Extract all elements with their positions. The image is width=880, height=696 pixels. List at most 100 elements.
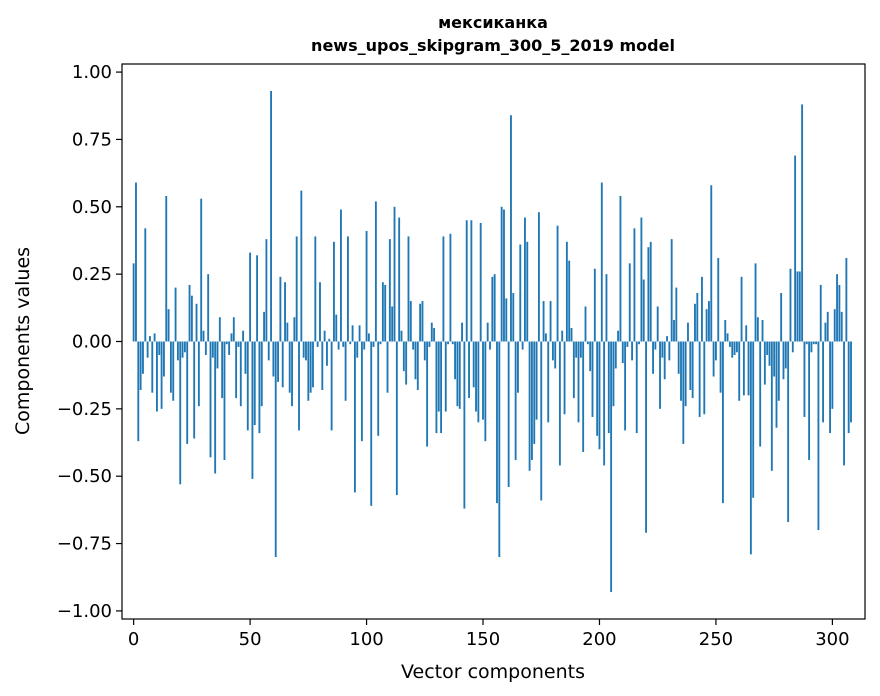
bar — [437, 341, 440, 412]
bar — [708, 301, 710, 342]
bar — [374, 201, 377, 342]
bar — [649, 241, 652, 342]
bar — [582, 341, 585, 452]
bar — [340, 209, 342, 342]
bar — [666, 336, 668, 342]
bar — [589, 341, 592, 372]
bar — [745, 325, 748, 342]
bar — [195, 303, 198, 342]
bar — [491, 276, 494, 342]
bar — [726, 333, 729, 342]
bar — [617, 330, 620, 342]
bar — [724, 319, 727, 342]
bar — [249, 252, 252, 342]
bar — [698, 341, 701, 417]
bar — [458, 341, 461, 409]
bar — [258, 341, 261, 434]
bar — [577, 341, 580, 423]
bar — [430, 322, 433, 342]
x-tick-label: 100 — [349, 629, 383, 650]
bar — [358, 325, 361, 342]
bar — [817, 341, 820, 531]
bar — [696, 293, 699, 342]
bar — [747, 341, 750, 396]
bar — [680, 341, 682, 401]
bar — [789, 268, 792, 342]
bar — [484, 341, 487, 442]
bar — [216, 341, 219, 369]
bar — [766, 341, 769, 355]
y-axis-label: Components values — [12, 247, 34, 435]
bar — [447, 341, 450, 345]
bar — [701, 276, 703, 342]
bar — [398, 217, 401, 342]
bar — [738, 341, 741, 401]
bar — [323, 330, 326, 342]
bar — [544, 333, 547, 342]
bar — [850, 341, 852, 423]
x-tick-label: 300 — [815, 629, 849, 650]
bar — [132, 263, 135, 342]
bar — [742, 341, 745, 396]
bar — [689, 341, 692, 390]
bar — [279, 276, 282, 342]
bar — [223, 341, 226, 461]
bar — [367, 333, 370, 342]
bar — [319, 282, 321, 342]
bar — [507, 341, 510, 487]
bar — [563, 341, 566, 415]
bar — [829, 341, 831, 434]
bar — [533, 341, 536, 444]
bar — [628, 263, 631, 342]
bar — [675, 287, 678, 342]
bar — [715, 341, 717, 361]
bar — [295, 236, 298, 342]
bar — [549, 301, 552, 342]
bar — [228, 341, 231, 355]
bar — [561, 330, 564, 342]
bar — [482, 341, 484, 420]
bar — [635, 341, 638, 434]
bar — [770, 341, 773, 471]
bar — [388, 239, 391, 342]
bar — [654, 341, 657, 350]
bar — [351, 325, 354, 342]
bar — [274, 341, 277, 558]
bar — [486, 322, 489, 342]
bar — [172, 341, 175, 401]
bar — [596, 341, 599, 436]
bar — [277, 341, 279, 382]
bar — [260, 341, 263, 407]
bar — [833, 309, 836, 342]
bar — [810, 341, 813, 353]
bar — [402, 341, 405, 372]
y-tick-label: 0.00 — [72, 332, 112, 353]
bar — [554, 341, 557, 369]
bar — [162, 341, 165, 377]
bar — [202, 330, 205, 342]
bar — [293, 317, 296, 342]
bar — [542, 301, 545, 342]
bar — [547, 341, 550, 423]
bar — [365, 231, 368, 342]
bars-group — [132, 90, 852, 593]
bar — [298, 341, 300, 431]
bar — [514, 341, 517, 461]
bar — [624, 341, 627, 431]
bar — [822, 341, 824, 423]
bar — [768, 341, 771, 366]
bar — [214, 341, 217, 474]
bar — [721, 341, 724, 504]
bar — [572, 341, 575, 399]
bar — [519, 244, 522, 342]
bar — [808, 341, 811, 461]
bar — [176, 341, 179, 361]
bar — [528, 341, 531, 471]
x-tick-label: 50 — [239, 629, 262, 650]
bar — [412, 341, 415, 350]
bar — [193, 341, 196, 439]
bar — [461, 322, 463, 342]
bar — [142, 341, 144, 374]
bar — [158, 341, 161, 355]
bar — [568, 260, 571, 342]
